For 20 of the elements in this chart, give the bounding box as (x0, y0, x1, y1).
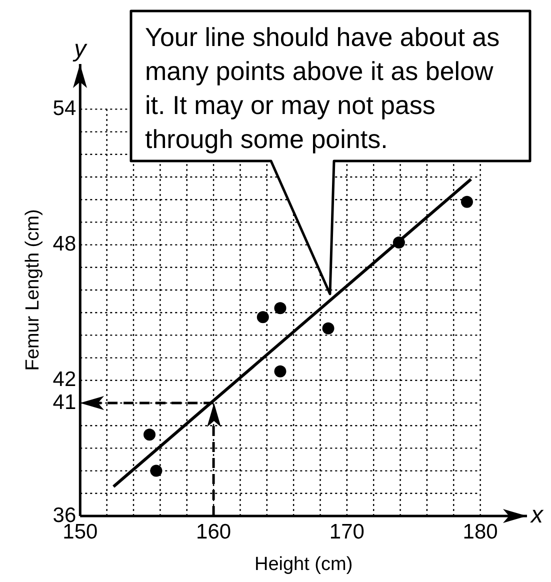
x-axis-title: Height (cm) (254, 554, 353, 575)
y-tick-label: 48 (52, 232, 76, 256)
x-tick-label: 170 (329, 520, 364, 544)
point (322, 322, 334, 334)
point (150, 464, 162, 477)
point (144, 428, 156, 441)
text: x (530, 502, 544, 529)
text: y (72, 36, 88, 63)
point (274, 365, 286, 378)
point (274, 302, 286, 314)
y-tick-label: 42 (52, 368, 76, 392)
point (392, 236, 405, 249)
x-tick-label: 160 (196, 520, 232, 544)
y-tick-label: 41 (52, 390, 76, 414)
y-axis-title: Femur Length (cm) (22, 209, 44, 371)
point (460, 196, 473, 208)
x-tick-label: 180 (462, 520, 498, 544)
y-tick-label: 54 (52, 96, 76, 120)
point (256, 311, 269, 324)
annotation: Your line should have about as many points above it as below it. It may or may not pass through some points. (145, 22, 500, 154)
